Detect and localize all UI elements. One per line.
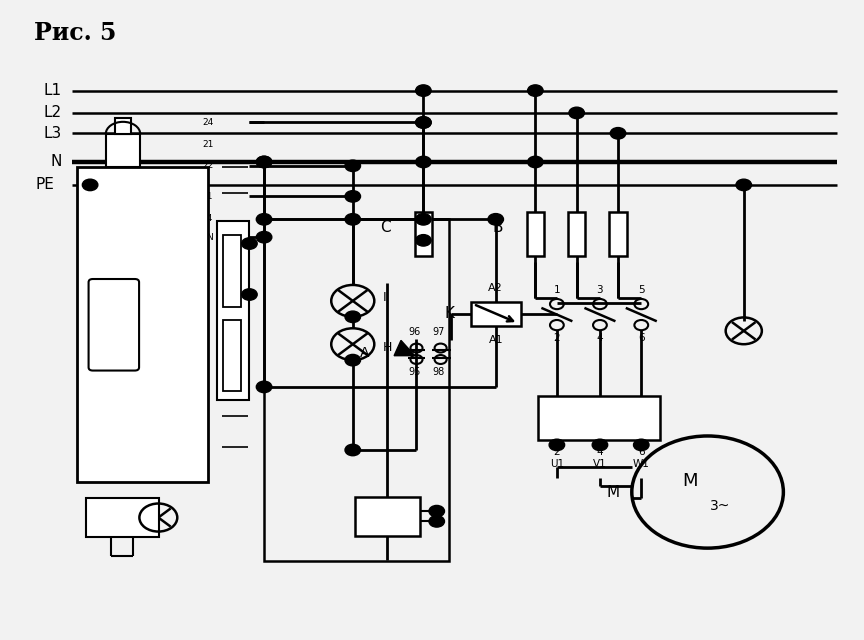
Text: A2: A2: [488, 283, 503, 292]
Text: 6: 6: [638, 333, 645, 343]
Text: D: D: [159, 316, 174, 334]
Circle shape: [429, 516, 444, 527]
Circle shape: [416, 85, 431, 97]
Circle shape: [345, 444, 360, 456]
Text: 1: 1: [554, 285, 560, 295]
Text: 22: 22: [202, 161, 213, 170]
Text: 11: 11: [202, 192, 213, 201]
Text: B: B: [492, 220, 503, 235]
Text: U1: U1: [550, 459, 564, 469]
Text: 14: 14: [202, 214, 213, 223]
Text: PE: PE: [36, 177, 54, 193]
Circle shape: [257, 156, 272, 168]
Circle shape: [345, 160, 360, 172]
Text: 95: 95: [408, 367, 420, 377]
Circle shape: [569, 107, 584, 118]
Text: A1: A1: [488, 335, 503, 345]
Circle shape: [242, 238, 257, 249]
Text: 97: 97: [432, 326, 444, 337]
Circle shape: [416, 214, 431, 225]
Circle shape: [257, 232, 272, 243]
Circle shape: [416, 116, 431, 128]
Bar: [538, 396, 660, 440]
Circle shape: [633, 439, 649, 451]
Text: I: I: [383, 291, 386, 304]
Circle shape: [550, 439, 565, 451]
Bar: [223, 235, 241, 307]
Text: W1: W1: [632, 459, 650, 469]
Text: 24: 24: [202, 118, 213, 127]
Text: N: N: [206, 233, 213, 242]
Text: N: N: [50, 154, 61, 170]
Bar: [471, 301, 521, 326]
Circle shape: [592, 439, 607, 451]
Text: T: T: [383, 509, 391, 524]
Text: 4: 4: [597, 447, 603, 458]
Text: 2: 2: [554, 333, 560, 343]
Bar: [217, 221, 250, 401]
Text: M: M: [683, 472, 698, 490]
Text: 96: 96: [408, 326, 420, 337]
Circle shape: [429, 506, 444, 517]
Circle shape: [528, 85, 543, 97]
Text: OIL: OIL: [113, 513, 131, 522]
Circle shape: [345, 191, 360, 202]
Text: L2: L2: [43, 106, 61, 120]
Text: M: M: [607, 484, 619, 500]
Polygon shape: [394, 340, 415, 356]
Text: A: A: [359, 346, 369, 360]
Circle shape: [345, 355, 360, 366]
Text: V1: V1: [593, 459, 607, 469]
Bar: [223, 319, 241, 392]
Bar: [77, 167, 208, 483]
Circle shape: [416, 156, 431, 168]
Circle shape: [82, 179, 98, 191]
Circle shape: [257, 156, 272, 168]
Text: Рис. 5: Рис. 5: [34, 20, 117, 45]
Circle shape: [257, 381, 272, 393]
Circle shape: [257, 214, 272, 225]
Text: 3: 3: [597, 285, 603, 295]
Text: 2: 2: [554, 447, 560, 458]
Text: H: H: [383, 341, 392, 354]
Bar: [415, 212, 432, 255]
Circle shape: [488, 214, 504, 225]
Circle shape: [242, 289, 257, 300]
Circle shape: [416, 235, 431, 246]
Bar: [355, 497, 420, 536]
Bar: [86, 499, 159, 537]
Text: 6: 6: [638, 447, 645, 458]
Circle shape: [736, 179, 752, 191]
Bar: [264, 220, 449, 561]
Text: 5: 5: [638, 285, 645, 295]
Circle shape: [345, 311, 360, 323]
FancyBboxPatch shape: [89, 279, 139, 371]
Bar: [115, 118, 130, 134]
Circle shape: [528, 156, 543, 168]
Text: 4: 4: [597, 333, 603, 343]
Text: C: C: [380, 220, 391, 235]
Text: L1: L1: [43, 83, 61, 98]
Bar: [527, 212, 544, 255]
Text: 98: 98: [432, 367, 444, 377]
Circle shape: [345, 214, 360, 225]
Text: 3~: 3~: [710, 499, 731, 513]
Bar: [568, 212, 585, 255]
Bar: [609, 212, 626, 255]
Text: L3: L3: [43, 126, 61, 141]
Text: K: K: [444, 306, 454, 321]
Circle shape: [610, 127, 626, 139]
Circle shape: [416, 116, 431, 128]
Text: 21: 21: [202, 140, 213, 149]
Bar: [105, 134, 140, 167]
